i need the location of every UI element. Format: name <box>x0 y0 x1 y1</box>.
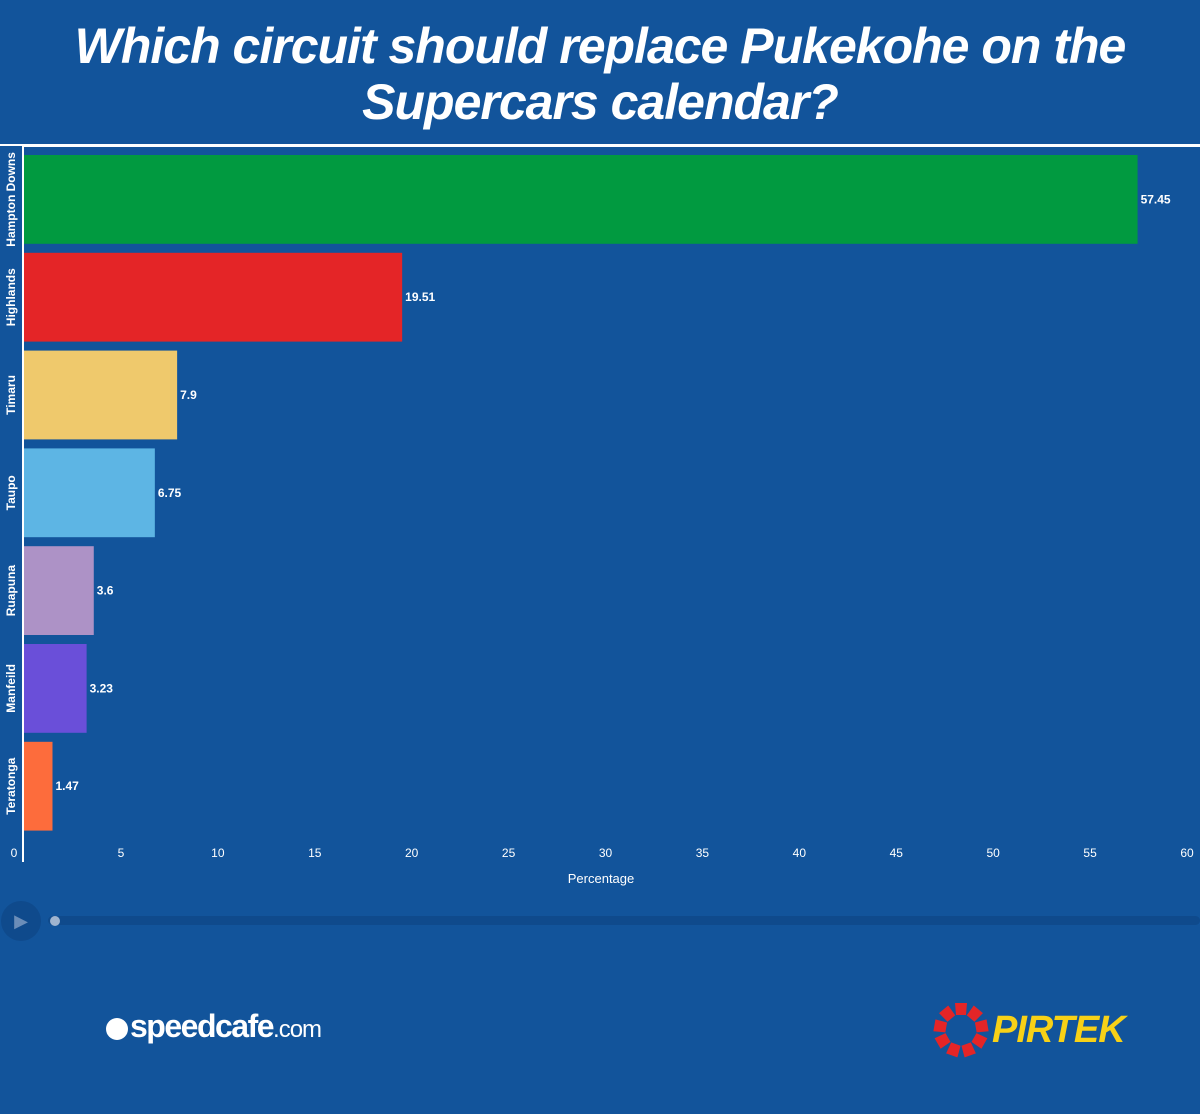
speedcafe-logo-suffix: .com <box>273 1016 322 1043</box>
bar-value-label: 1.47 <box>55 779 79 793</box>
x-tick-label: 20 <box>405 846 419 860</box>
bar-value-label: 19.51 <box>405 290 435 304</box>
bar-manfeild[interactable] <box>24 644 87 733</box>
x-axis-title: Percentage <box>568 871 635 886</box>
play-button[interactable]: ▶ <box>1 901 41 941</box>
timeline-track[interactable] <box>48 916 1200 925</box>
x-tick-label: 30 <box>599 846 613 860</box>
bar-value-label: 3.6 <box>97 584 114 598</box>
category-label: Hampton Downs <box>4 152 18 247</box>
category-label: Highlands <box>4 268 18 326</box>
bar-chart: 57.45 Hampton Downs 19.51 Highlands 7.9 Timar… <box>4 146 1200 886</box>
x-tick-label: 50 <box>986 846 1000 860</box>
timeline-handle[interactable] <box>50 916 60 926</box>
bar-value-label: 7.9 <box>180 388 197 402</box>
pirtek-wheel-icon <box>933 1003 989 1058</box>
category-label: Timaru <box>4 375 18 415</box>
pirtek-logo-text: PIRTEK <box>992 1008 1126 1051</box>
category-label: Manfeild <box>4 664 18 713</box>
bar-highlands[interactable] <box>24 252 403 342</box>
bar-value-label: 57.45 <box>1141 192 1171 206</box>
x-tick-label: 15 <box>308 846 322 860</box>
bar-teratonga[interactable] <box>24 741 53 831</box>
x-tick-label: 25 <box>502 846 516 860</box>
speedcafe-logo-text: speedcafe <box>130 1008 275 1044</box>
category-label: Taupo <box>4 475 18 510</box>
bar-value-label: 3.23 <box>90 681 114 695</box>
bar-hampton-downs[interactable] <box>24 155 1138 244</box>
category-label: Teratonga <box>4 757 18 814</box>
play-icon: ▶ <box>14 910 28 931</box>
x-tick-label: 40 <box>793 846 807 860</box>
pirtek-logo: PIRTEK <box>932 1000 1126 1060</box>
x-tick-label: 45 <box>890 846 904 860</box>
x-tick-label: 5 <box>118 846 125 860</box>
x-tick-label: 0 <box>11 846 18 860</box>
bar-value-label: 6.75 <box>158 486 182 500</box>
bar-taupo[interactable] <box>24 448 155 538</box>
bar-ruapuna[interactable] <box>24 546 94 635</box>
x-tick-label: 60 <box>1180 846 1194 860</box>
speedcafe-logo: speedcafe .com <box>106 1008 322 1045</box>
header-divider <box>0 144 1200 146</box>
category-label: Ruapuna <box>4 565 18 617</box>
speedcafe-dot-icon <box>106 1018 128 1040</box>
bar-timaru[interactable] <box>24 350 178 440</box>
x-tick-label: 35 <box>696 846 710 860</box>
playback-bar: ▶ <box>0 900 1200 942</box>
chart-title: Which circuit should replace Pukekohe on… <box>74 18 1127 130</box>
x-tick-label: 10 <box>211 846 225 860</box>
x-tick-label: 55 <box>1083 846 1097 860</box>
